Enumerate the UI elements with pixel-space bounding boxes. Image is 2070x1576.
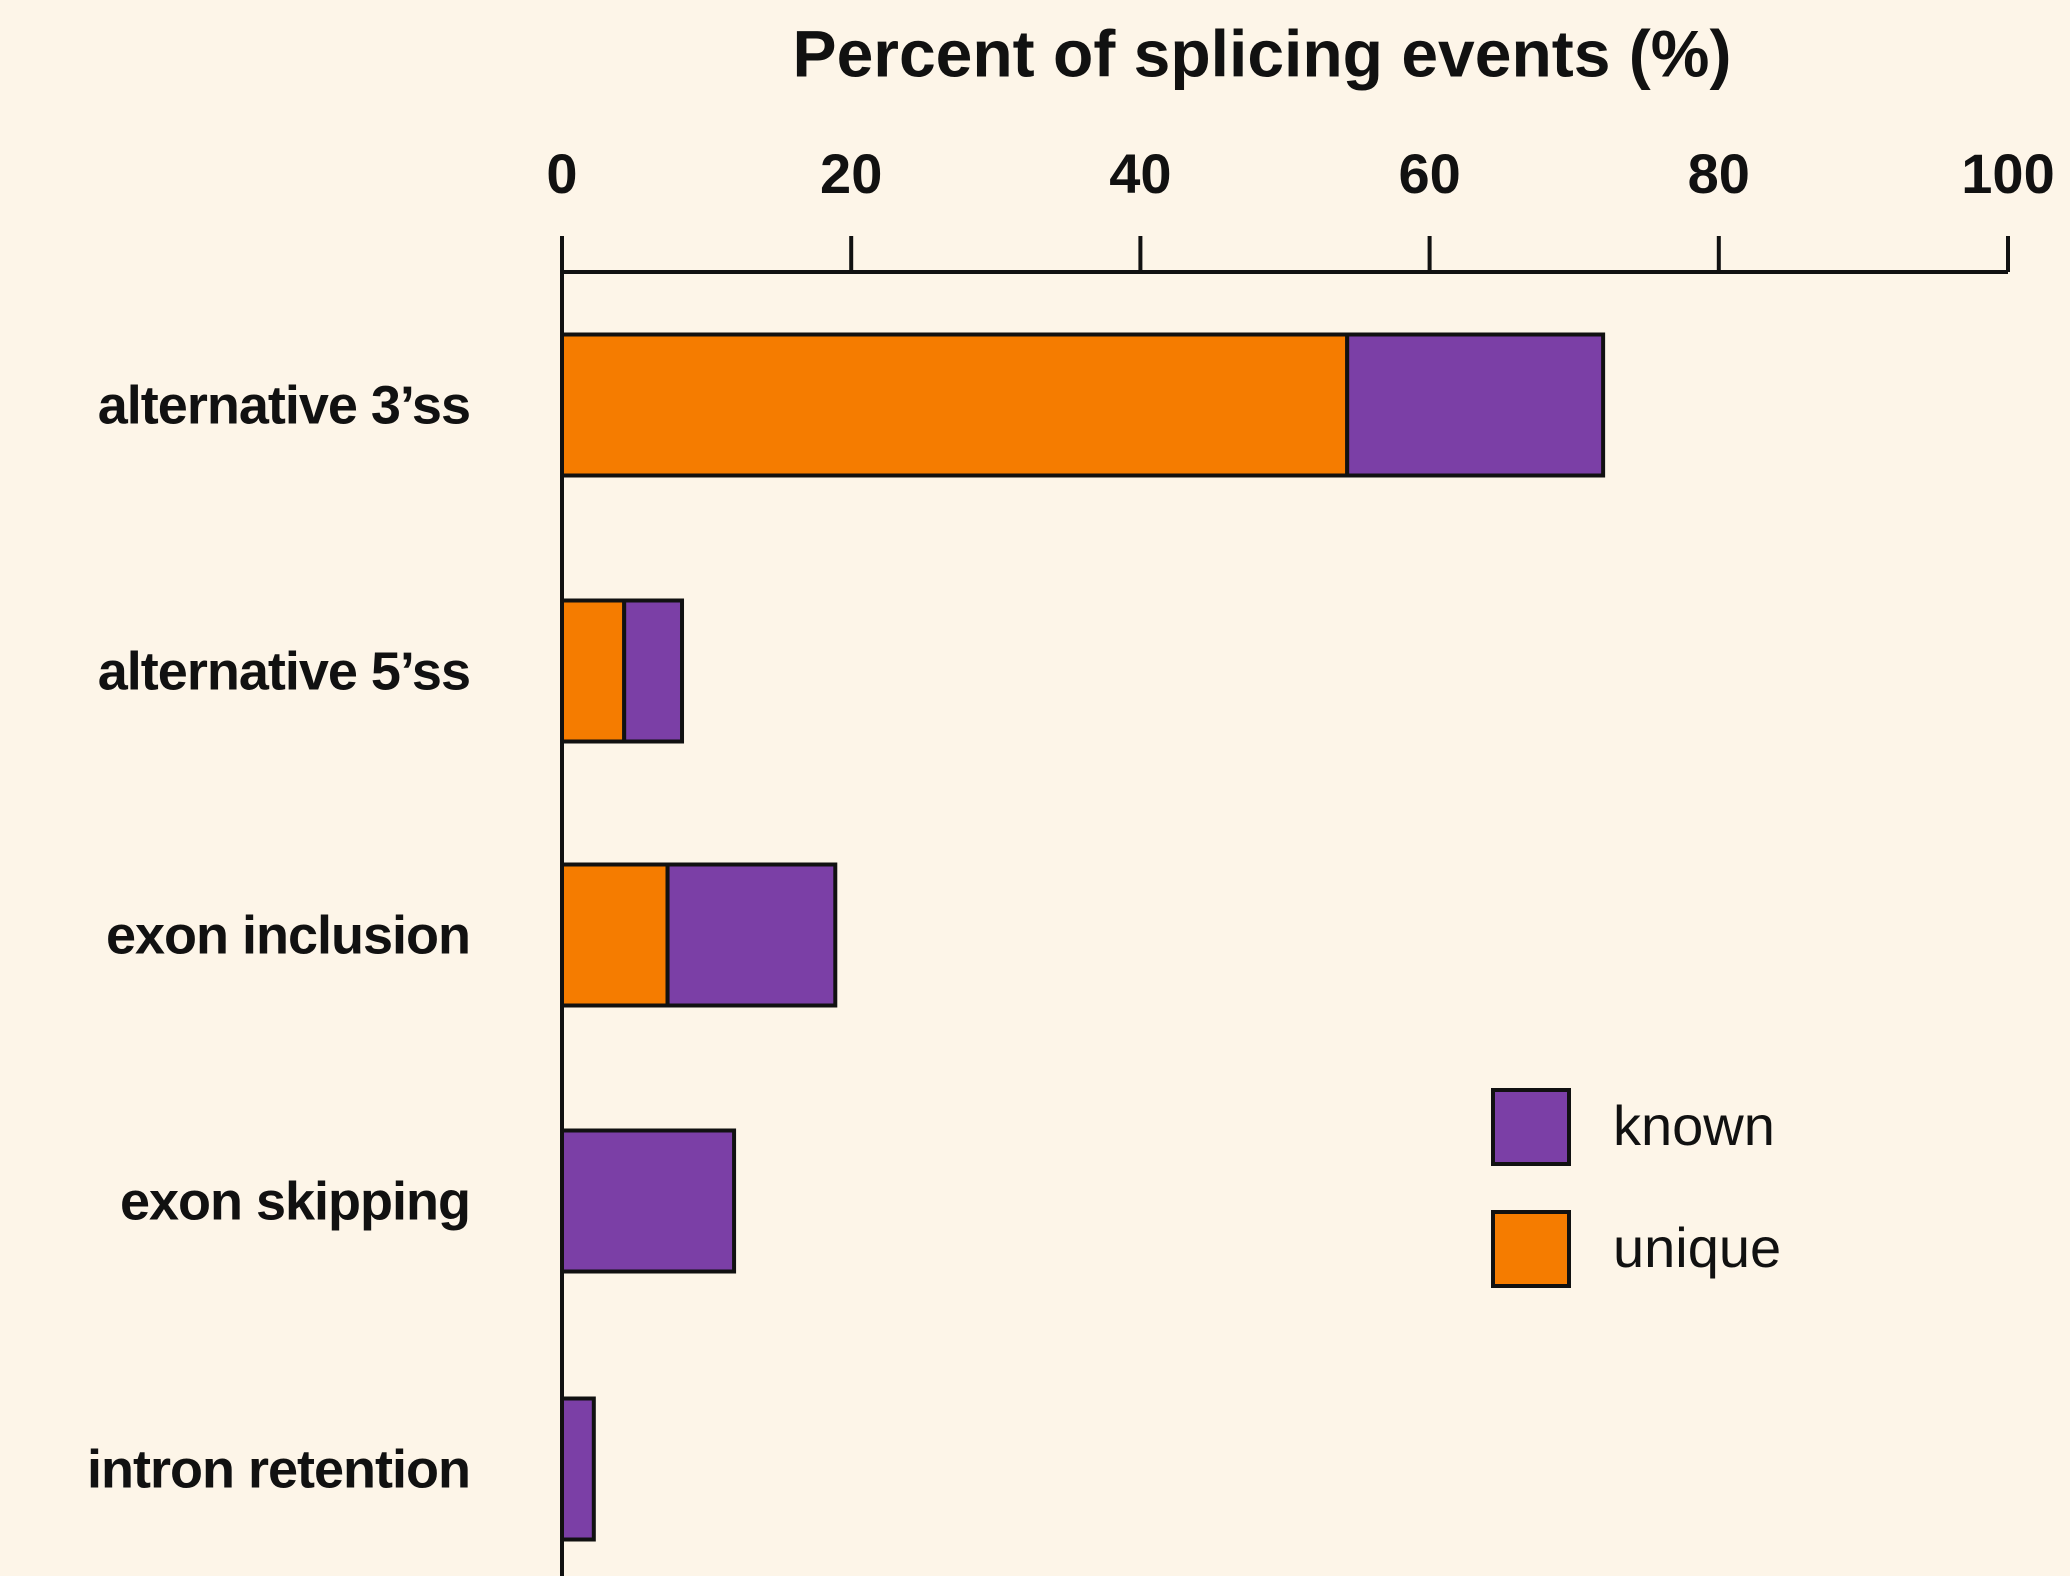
x-tick-label: 40 xyxy=(1109,142,1171,205)
x-tick-label: 80 xyxy=(1688,142,1750,205)
bar-segment xyxy=(665,862,838,1008)
bar-segment xyxy=(560,598,627,744)
x-tick-label: 20 xyxy=(820,142,882,205)
legend-label: unique xyxy=(1613,1216,1781,1279)
x-tick-label: 0 xyxy=(546,142,577,205)
y-tick-label: alternative 3’ss xyxy=(98,375,470,435)
y-tick-label: alternative 5’ss xyxy=(98,641,470,701)
y-tick-label: intron retention xyxy=(87,1439,470,1499)
bar-segment xyxy=(560,332,1350,478)
bar-segment xyxy=(560,1128,737,1274)
x-tick-label: 100 xyxy=(1961,142,2054,205)
bar-segment xyxy=(1345,332,1606,478)
y-tick-label: exon skipping xyxy=(120,1171,470,1231)
chart-title: Percent of splicing events (%) xyxy=(793,16,1732,90)
y-tick-label: exon inclusion xyxy=(106,905,470,965)
bar-segment xyxy=(560,862,670,1008)
legend-swatch xyxy=(1491,1088,1571,1166)
bar-segment xyxy=(560,1396,596,1542)
x-tick-label: 60 xyxy=(1398,142,1460,205)
legend-label: known xyxy=(1613,1094,1775,1157)
bar-segment xyxy=(622,598,685,744)
legend-swatch xyxy=(1491,1210,1571,1288)
